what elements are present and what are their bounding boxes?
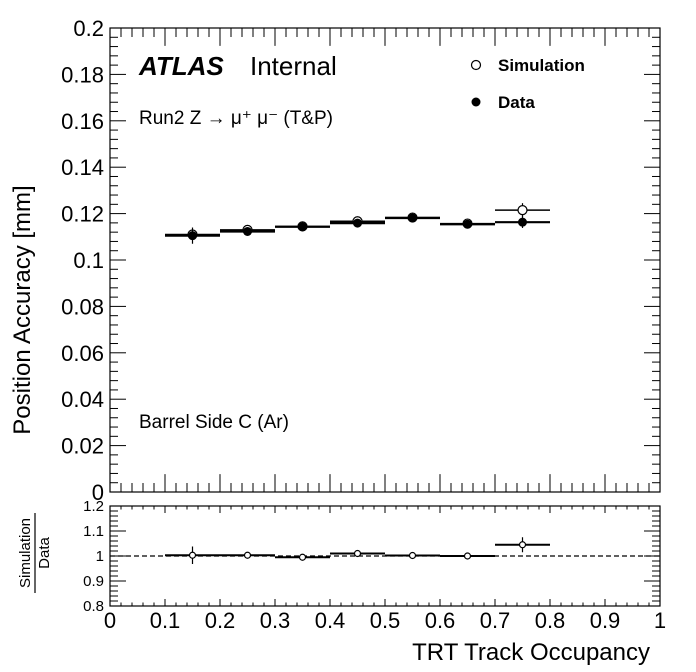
ratio-panel: 0 0.1 0.2 0.3 0.4 0.5 0.6 0.7 0.8 0.9 1 0.8 0.9 1 1.1 1… — [83, 498, 666, 633]
main-panel: 0 0.02 0.04 0.06 0.08 0.1 0.12 0.14 0.16 0.18 0.2 — [61, 16, 661, 505]
main-y-tick-label: 0.08 — [61, 294, 104, 319]
x-axis-label: TRT Track Occupancy — [412, 639, 650, 666]
ratio-x-tick-label: 0.7 — [480, 608, 511, 633]
ratio-x-tick-label: 0.4 — [315, 608, 346, 633]
data-point — [353, 218, 362, 228]
annotation-process: Run2 Z → μ⁺ μ⁻ (T&P) — [139, 108, 333, 129]
main-y-tick-label: 0.04 — [61, 387, 104, 412]
ratio-point — [353, 549, 362, 558]
simulation-point — [517, 205, 528, 216]
ratio-point — [408, 551, 417, 560]
main-y-tick-label: 0.02 — [61, 434, 104, 459]
ratio-y-tick-label: 0.8 — [83, 598, 104, 615]
ratio-y-label-denominator: Data — [36, 537, 53, 569]
atlas-sublabel: Internal — [250, 51, 337, 81]
ratio-x-tick-label: 0.1 — [150, 608, 181, 633]
data-point — [188, 231, 197, 241]
ratio-point — [188, 551, 197, 559]
ratio-point — [298, 553, 307, 561]
data-point — [408, 213, 417, 223]
main-y-tick-label: 0.12 — [61, 202, 104, 227]
legend-marker-data — [471, 97, 481, 107]
ratio-x-tick-label: 0.6 — [425, 608, 456, 633]
ratio-y-tick-label: 0.9 — [83, 573, 104, 590]
main-y-tick-label: 0.06 — [61, 341, 104, 366]
data-point — [518, 217, 527, 227]
legend: Simulation Data — [470, 56, 585, 112]
data-point — [243, 226, 252, 236]
ratio-x-tick-label: 1 — [654, 608, 666, 633]
legend-label-data: Data — [498, 93, 535, 112]
ratio-point — [518, 541, 527, 549]
ratio-x-tick-label: 0.2 — [205, 608, 236, 633]
legend-marker-simulation — [470, 59, 482, 71]
legend-label-simulation: Simulation — [498, 56, 585, 75]
ratio-y-tick-label: 1.2 — [83, 498, 104, 515]
ratio-x-tick-label: 0.9 — [590, 608, 621, 633]
ratio-y-tick-label: 1.1 — [83, 523, 104, 540]
ratio-point — [243, 551, 252, 559]
ratio-x-tick-label: 0 — [104, 608, 116, 633]
ratio-x-tick-label: 0.8 — [535, 608, 566, 633]
main-y-tick-label: 0.2 — [73, 16, 104, 41]
data-point — [463, 219, 472, 229]
ratio-y-axis-label: Simulation Data — [17, 513, 53, 593]
atlas-label: ATLAS — [138, 51, 224, 81]
annotation-region: Barrel Side C (Ar) — [139, 412, 289, 433]
ratio-y-label-numerator: Simulation — [17, 518, 34, 588]
main-y-tick-label: 0.16 — [61, 109, 104, 134]
main-y-tick-label: 0.14 — [61, 155, 104, 180]
ratio-x-tick-label: 0.3 — [260, 608, 291, 633]
main-y-tick-label: 0.18 — [61, 62, 104, 87]
ratio-x-tick-label: 0.5 — [370, 608, 401, 633]
main-y-tick-label: 0 — [92, 480, 104, 505]
main-y-tick-label: 0.1 — [73, 248, 104, 273]
ratio-point — [463, 552, 472, 560]
data-point — [298, 222, 307, 232]
main-y-axis-label: Position Accuracy [mm] — [9, 185, 36, 434]
ratio-y-tick-label: 1 — [96, 548, 104, 565]
